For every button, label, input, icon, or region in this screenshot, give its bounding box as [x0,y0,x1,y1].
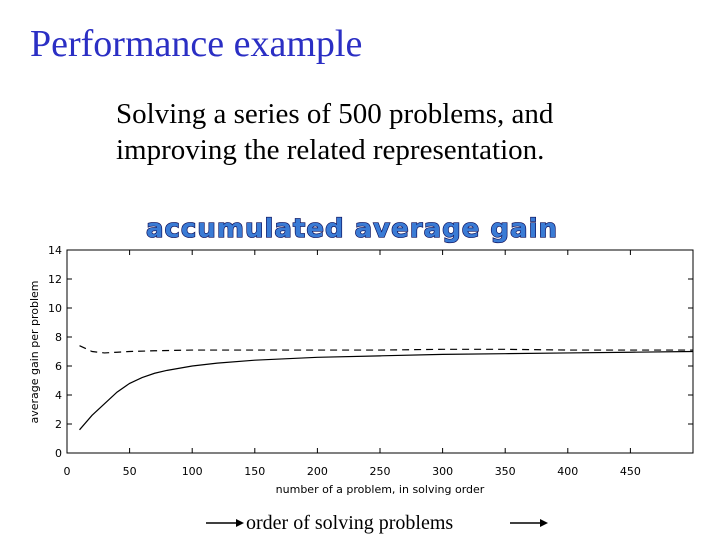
x-tick-label: 250 [370,465,391,478]
y-tick-label: 12 [48,273,62,286]
slide-subtitle: Solving a series of 500 problems, and im… [116,96,696,168]
x-tick-label: 400 [557,465,578,478]
footer-caption: order of solving problems [206,510,556,536]
x-tick-label: 0 [64,465,71,478]
x-tick-label: 150 [244,465,265,478]
y-tick-label: 8 [55,331,62,344]
x-tick-label: 100 [182,465,203,478]
x-axis-label: number of a problem, in solving order [276,483,485,496]
x-tick-label: 300 [432,465,453,478]
y-tick-label: 10 [48,302,62,315]
footer-text: order of solving problems [246,512,454,534]
y-tick-label: 2 [55,418,62,431]
y-axis-label: average gain per problem [28,280,41,423]
series-layer [79,345,694,431]
subtitle-line-1: Solving a series of 500 problems, and [116,98,554,130]
x-tick-label: 200 [307,465,328,478]
solid-series-line [79,350,694,431]
y-tick-label: 6 [55,360,62,373]
x-tick-label: 50 [123,465,137,478]
right-arrow-icon [510,519,548,527]
left-arrow-icon [206,519,244,527]
y-tick-label: 4 [55,389,62,402]
y-tick-label: 0 [55,447,62,460]
y-tick-label: 14 [48,244,62,257]
axis-ticks: 0 50 100 150 200 250 300 350 400 450 0 2 4 6 8 10 12 14 [48,244,693,478]
dashed-series-line [79,345,693,354]
chart-title: accumulated average gain [146,214,558,244]
x-tick-label: 350 [495,465,516,478]
subtitle-line-2: improving the related representation. [116,134,545,166]
footer-arrows [206,519,548,527]
x-tick-label: 450 [620,465,641,478]
plot-frame [66,249,694,454]
slide-title: Performance example [30,23,363,65]
